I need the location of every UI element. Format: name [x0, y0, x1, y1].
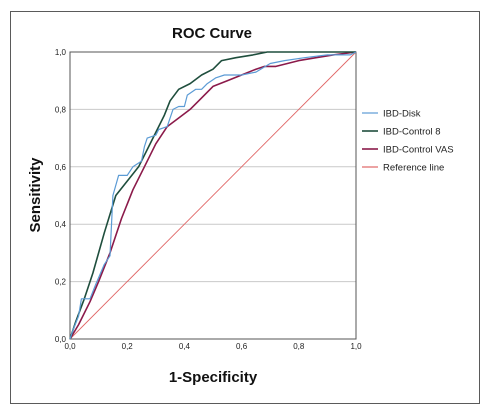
y-axis-title: Sensitivity [27, 157, 44, 233]
x-tick-label: 0,4 [179, 342, 191, 351]
legend-label-reference-line: Reference line [383, 163, 444, 174]
y-tick-label: 0,4 [55, 220, 67, 229]
x-tick-label: 1,0 [350, 342, 362, 351]
series-line-reference-line [69, 51, 357, 340]
y-tick-label: 1,0 [55, 48, 67, 57]
series-line-ibd-control-8 [69, 51, 356, 340]
x-tick-label: 0,2 [122, 342, 134, 351]
x-tick-label: 0,8 [293, 342, 305, 351]
y-tick-label: 0,0 [55, 335, 67, 344]
legend-label-ibd-control-8: IBD-Control 8 [383, 127, 441, 138]
x-tick-label: 0,0 [64, 342, 76, 351]
y-tick-label: 0,8 [55, 105, 67, 114]
legend-label-ibd-disk: IBD-Disk [383, 109, 421, 120]
series-layer [69, 51, 357, 340]
grid-lines [70, 108, 356, 283]
tick-labels: 0,0 0,2 0,4 0,6 0,8 1,0 0,0 0,2 0,4 0,6 0,8 1,0 [55, 48, 362, 351]
y-tick-label: 0,6 [55, 163, 67, 172]
legend: IBD-Disk IBD-Control 8 IBD-Control VAS Refe… [362, 109, 454, 174]
y-tick-label: 0,2 [55, 278, 67, 287]
x-axis-title: 1-Specificity [169, 369, 258, 386]
x-tick-label: 0,6 [236, 342, 248, 351]
legend-label-ibd-control-vas: IBD-Control VAS [383, 145, 454, 156]
series-line-ibd-disk [69, 51, 357, 340]
plot-area-border [69, 51, 357, 340]
chart-title: ROC Curve [172, 25, 252, 42]
